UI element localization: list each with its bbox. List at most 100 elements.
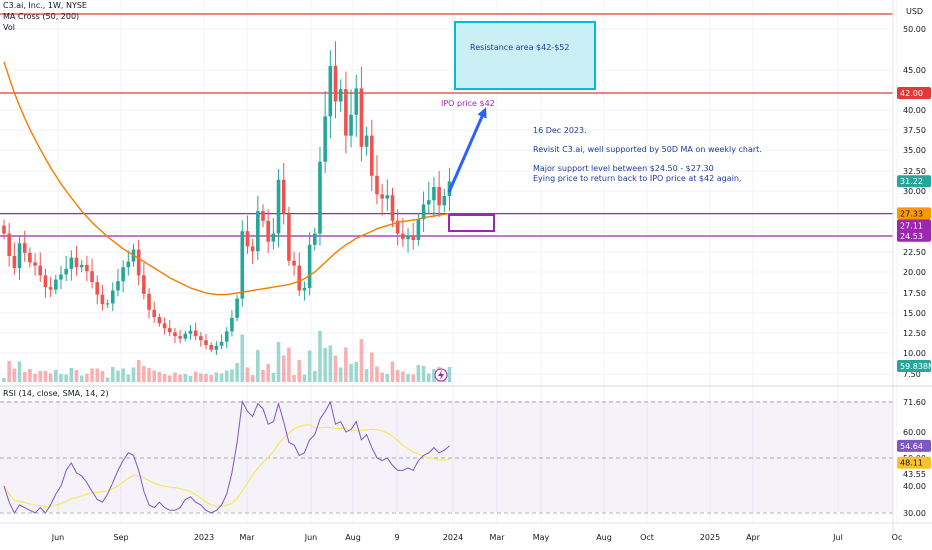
price-tick-label: 32.50: [903, 167, 926, 176]
candle-body: [349, 114, 353, 136]
volume-bar: [95, 368, 100, 382]
candle-body: [442, 196, 447, 206]
value-badge-text: 27.33: [900, 209, 923, 218]
value-badge: 27.11: [897, 219, 931, 232]
value-badge: 54.64: [897, 439, 931, 452]
target-arrow[interactable]: [447, 107, 487, 193]
vol-legend[interactable]: Vol: [3, 23, 15, 32]
price-tick-label: 20.00: [903, 268, 926, 277]
candle-body: [421, 204, 426, 220]
candle-body: [74, 257, 79, 268]
volume-bar: [338, 367, 343, 382]
volume-bar: [318, 331, 322, 382]
time-tick-label: 2024: [443, 533, 463, 542]
time-axis[interactable]: Jun Sep 2023 Mar Jun Aug 9 2024 Mar May Aug Oct 2025…: [51, 533, 903, 542]
price-tick-label: 22.50: [903, 248, 926, 257]
volume-bar: [79, 375, 84, 382]
symbol-legend[interactable]: C3.ai, Inc., 1W, NYSE: [3, 1, 87, 10]
volume-bar: [385, 374, 390, 382]
volume-bar: [313, 371, 317, 382]
candle-body: [411, 236, 416, 240]
candle-body: [261, 211, 265, 221]
ma-legend[interactable]: MA Cross (50, 200): [3, 12, 80, 21]
volume-bar: [209, 375, 213, 382]
candle-body: [256, 211, 260, 252]
volume-bar: [152, 370, 157, 382]
volume-bar: [245, 367, 250, 382]
volume-bar: [7, 361, 11, 382]
volume-bar: [48, 373, 53, 382]
candle-body: [28, 252, 32, 263]
candle-body: [323, 116, 327, 162]
candle-body: [426, 200, 431, 205]
volume-bar: [136, 360, 141, 382]
volume-bar: [276, 342, 281, 382]
candle-body: [307, 244, 312, 288]
volume-bar: [375, 366, 379, 382]
price-badges: 42.00 31.22 27.33 27.11 24.53 59.838M 54.64 48.…: [897, 87, 932, 469]
note-line: Revisit C3.ai, well supported by 50D MA …: [533, 145, 762, 154]
candle-body: [281, 179, 286, 214]
resistance-box[interactable]: [454, 21, 596, 90]
volume-bar: [12, 368, 17, 382]
candle-body: [17, 243, 22, 268]
candle-body: [152, 309, 157, 317]
price-tick-label: 35.00: [903, 146, 926, 155]
support-zone-box[interactable]: [448, 214, 495, 232]
volume-bar: [33, 374, 37, 382]
candle-body: [54, 279, 58, 290]
candle-body: [64, 268, 68, 275]
rsi-tick-label: 71.60: [903, 398, 926, 407]
volume-bar: [369, 352, 374, 382]
value-badge: 24.53: [897, 229, 931, 242]
volume-bar: [178, 374, 182, 382]
candle-body: [302, 287, 307, 291]
candle-body: [395, 220, 400, 234]
value-badge: 31.22: [897, 175, 931, 188]
ipo-label: IPO price $42: [441, 99, 495, 108]
volume-bar: [183, 374, 188, 382]
volume-bar: [64, 374, 68, 382]
candle-body: [173, 332, 177, 337]
volume-bar: [85, 374, 89, 382]
candle-body: [142, 275, 146, 294]
candle-body: [338, 89, 343, 102]
price-tick-label: 10.00: [903, 349, 926, 358]
candle-body: [214, 345, 219, 350]
rsi-ma-line: [3, 424, 450, 508]
alert-lightning-icon[interactable]: [434, 368, 448, 382]
volume-bar: [354, 362, 359, 382]
rsi-tick-label: 43.55: [903, 470, 926, 479]
candle-body: [126, 261, 131, 268]
note-line: 16 Dec 2023.: [533, 126, 587, 135]
volume-bar: [328, 345, 333, 382]
candle-body: [7, 233, 11, 256]
volume-bar: [147, 368, 151, 382]
volume-bar: [224, 370, 229, 382]
analysis-note: 16 Dec 2023. Revisit C3.ai, well supporte…: [533, 126, 762, 183]
volume-bar: [38, 371, 43, 382]
value-badge-text: 24.53: [900, 232, 923, 241]
candle-body: [432, 187, 436, 201]
candle-body: [100, 294, 105, 305]
rsi-tick-label: 30.00: [903, 509, 926, 518]
rsi-legend[interactable]: RSI (14, close, SMA, 14, 2): [3, 389, 109, 398]
candle-body: [380, 194, 384, 199]
candle-body: [43, 275, 48, 288]
candle-body: [167, 328, 172, 333]
note-line: Major support level between $24.50 - $27…: [533, 164, 714, 173]
candle-body: [116, 281, 120, 291]
volume-bar: [447, 367, 452, 382]
price-axis[interactable]: 50.0045.0040.0037.5035.0032.5030.0027.50…: [903, 25, 926, 379]
candle-body: [375, 175, 379, 195]
candle-body: [224, 331, 229, 342]
time-tick-label: Oct: [640, 533, 654, 542]
value-badge-text: 31.22: [900, 177, 923, 186]
candle-body: [390, 195, 395, 221]
time-tick-label: Sep: [113, 533, 128, 542]
volume-bar: [426, 373, 431, 382]
volume-bar: [302, 374, 307, 382]
volume-bar: [411, 374, 416, 382]
volume-bar: [199, 373, 203, 382]
